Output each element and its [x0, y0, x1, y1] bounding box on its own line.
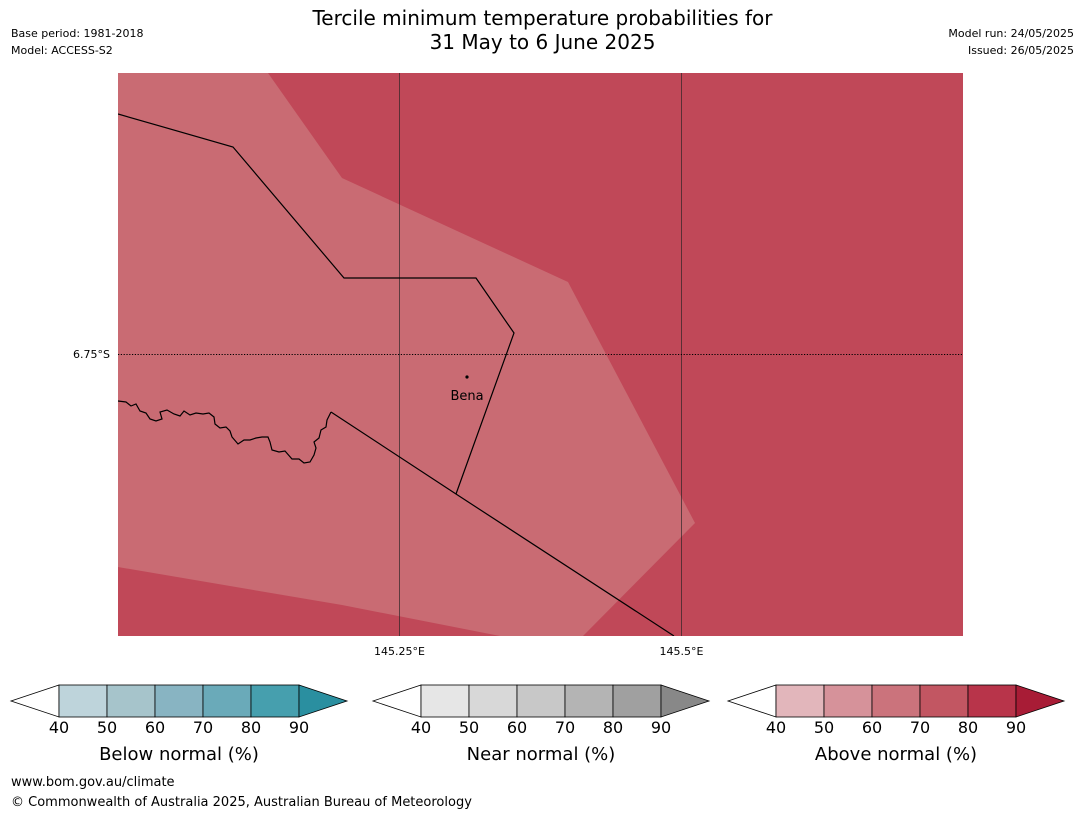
colorbar-tick-label: 50: [458, 718, 480, 737]
colorbar-tick-label: 80: [240, 718, 262, 737]
town-marker: [465, 375, 469, 379]
colorbar-tick-label: 70: [192, 718, 214, 737]
colorbar-legend: [9, 684, 1066, 718]
meta-left: Base period: 1981-2018 Model: ACCESS-S2: [11, 25, 143, 59]
title-line-1: Tercile minimum temperature probabilitie…: [312, 6, 773, 30]
colorbar-segment: [823, 684, 873, 718]
model-run: Model run: 24/05/2025: [948, 27, 1074, 40]
footer-copyright: © Commonwealth of Australia 2025, Austra…: [11, 795, 472, 810]
colorbar-under-arrow: [371, 684, 422, 718]
colorbar-tick-label: 60: [506, 718, 528, 737]
colorbar-title: Above normal (%): [814, 744, 978, 765]
colorbar-under-arrow: [9, 684, 60, 718]
colorbar-segment: [106, 684, 156, 718]
colorbar-segment: [202, 684, 252, 718]
colorbar-tick-label: 90: [288, 718, 310, 737]
chart-title: Tercile minimum temperature probabilitie…: [0, 6, 1085, 54]
colorbar-segment: [250, 684, 300, 718]
colorbar-segment: [154, 684, 204, 718]
base-period: Base period: 1981-2018: [11, 27, 144, 40]
colorbar-tick-label: 40: [410, 718, 432, 737]
colorbar-tick-label: 60: [861, 718, 883, 737]
province-boundary: [118, 113, 515, 495]
colorbar-tick-label: 40: [48, 718, 70, 737]
colorbar-over-arrow: [660, 684, 711, 718]
colorbar-segment: [58, 684, 108, 718]
colorbar-segment: [871, 684, 921, 718]
colorbar-under-arrow: [726, 684, 777, 718]
colorbar-segment: [775, 684, 825, 718]
colorbar-segment: [612, 684, 662, 718]
colorbar-segment: [564, 684, 614, 718]
meta-right: Model run: 24/05/2025 Issued: 26/05/2025: [948, 25, 1074, 59]
river-boundary: [118, 400, 332, 464]
colorbar-tick-label: 90: [650, 718, 672, 737]
colorbar-tick-label: 40: [765, 718, 787, 737]
colorbar-tick-label: 70: [554, 718, 576, 737]
colorbar-tick-label: 70: [909, 718, 931, 737]
colorbar-segment: [516, 684, 566, 718]
colorbar-over-arrow: [298, 684, 349, 718]
footer-url: www.bom.gov.au/climate: [11, 775, 175, 790]
colorbar-title: Near normal (%): [466, 744, 616, 765]
model-name: Model: ACCESS-S2: [11, 44, 113, 57]
town-label-bena: Bena: [450, 389, 483, 404]
issued-date: Issued: 26/05/2025: [967, 44, 1074, 57]
colorbar-title: Below normal (%): [99, 744, 259, 765]
title-line-2: 31 May to 6 June 2025: [429, 30, 656, 54]
longitude-label-2: 145.5°E: [660, 645, 704, 658]
colorbar-segment: [967, 684, 1017, 718]
colorbar-tick-label: 50: [96, 718, 118, 737]
colorbar-tick-label: 80: [602, 718, 624, 737]
latitude-label: 6.75°S: [73, 348, 110, 361]
colorbar-tick-label: 50: [813, 718, 835, 737]
province-boundary: [330, 411, 675, 636]
colorbar-tick-label: 60: [144, 718, 166, 737]
colorbar-segment: [919, 684, 969, 718]
map-panel: Bena: [118, 73, 963, 636]
colorbar-tick-label: 80: [957, 718, 979, 737]
colorbar-segment: [468, 684, 518, 718]
colorbar-over-arrow: [1015, 684, 1066, 718]
longitude-label-1: 145.25°E: [374, 645, 425, 658]
colorbar-segment: [420, 684, 470, 718]
colorbar-tick-label: 90: [1005, 718, 1027, 737]
